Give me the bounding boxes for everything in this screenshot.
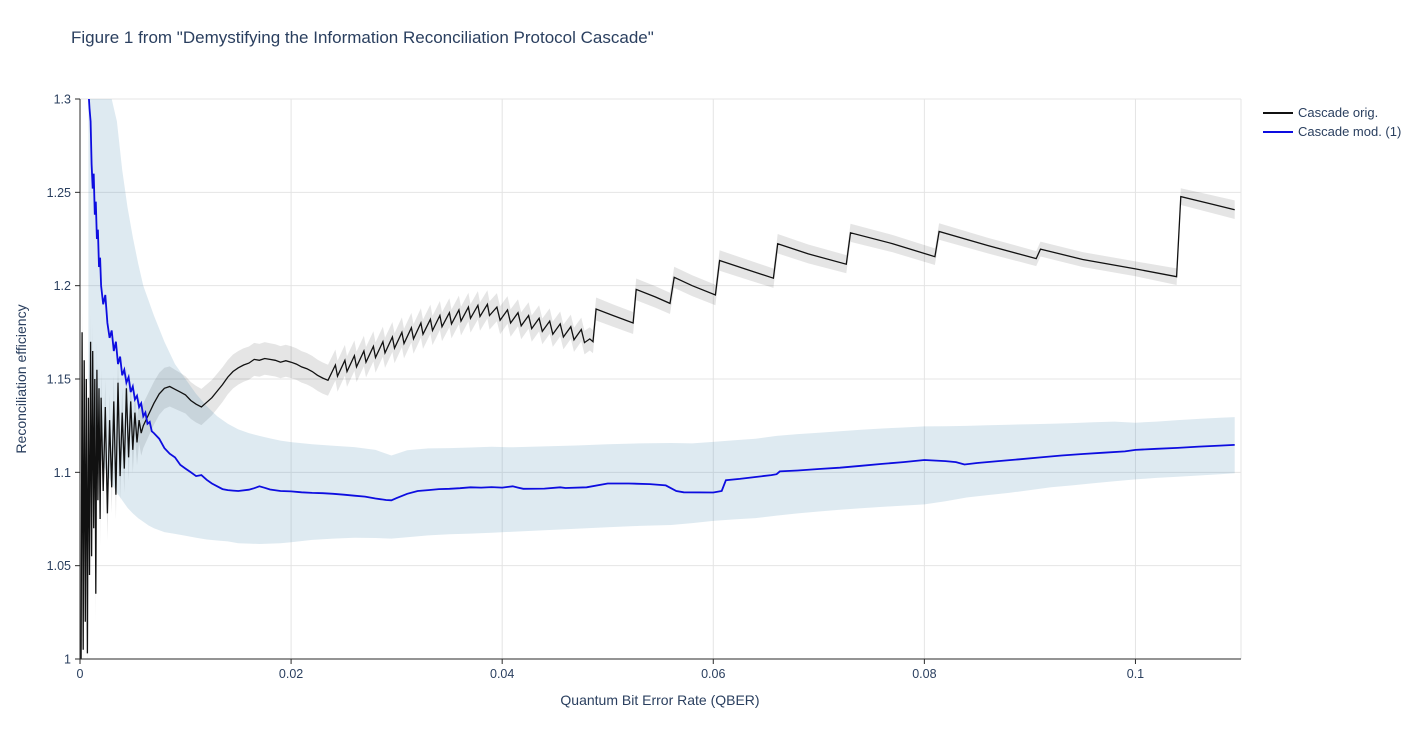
legend-line-sample-orig	[1263, 111, 1293, 114]
y-tick-label: 1.25	[47, 186, 71, 200]
y-tick-label: 1.1	[54, 466, 71, 480]
gridlines	[80, 98, 1242, 659]
y-tick-label: 1.2	[54, 279, 71, 293]
x-axis-title: Quantum Bit Error Rate (QBER)	[560, 692, 760, 708]
x-tick-label: 0.02	[279, 667, 303, 681]
legend-label-orig: Cascade orig.	[1298, 105, 1379, 120]
x-tick-label: 0.1	[1127, 667, 1144, 681]
legend-label-mod: Cascade mod. (1)	[1298, 124, 1402, 139]
x-tick-label: 0.06	[701, 667, 725, 681]
series-cascade-mod-band	[88, 99, 1235, 544]
series-cascade-orig-line[interactable]	[80, 195, 1235, 659]
y-tick-label: 1.05	[47, 559, 71, 573]
legend-item-cascade-mod[interactable]: Cascade mod. (1)	[1263, 122, 1401, 141]
legend-line-sample-mod	[1263, 130, 1293, 133]
x-tick-label: 0.08	[912, 667, 936, 681]
x-tick-label: 0.04	[490, 667, 514, 681]
y-tick-label: 1	[64, 653, 71, 667]
plot-area	[80, 90, 1235, 659]
chart-title: Figure 1 from "Demystifying the Informat…	[71, 28, 654, 47]
y-tick-label: 1.3	[54, 93, 71, 107]
y-tick-label: 1.15	[47, 373, 71, 387]
legend-item-cascade-orig[interactable]: Cascade orig.	[1263, 103, 1401, 122]
series-cascade-mod-line[interactable]	[88, 90, 1235, 502]
legend: Cascade orig. Cascade mod. (1)	[1263, 103, 1401, 141]
x-tick-label: 0	[77, 667, 84, 681]
